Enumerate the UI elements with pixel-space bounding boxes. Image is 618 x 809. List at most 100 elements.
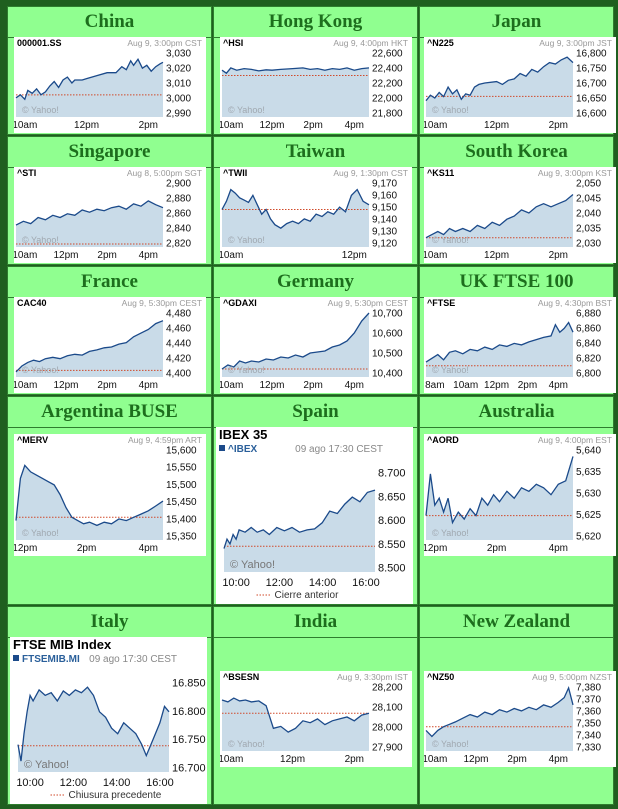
y-tick-label: 8.650	[378, 491, 406, 503]
x-tick-label: 2pm	[345, 754, 364, 765]
chart-card[interactable]: ^FTSE Aug 9, 4:30pm BST 6,880 6,860 6,840 6,8…	[424, 297, 616, 393]
panel-title[interactable]: Taiwan	[214, 137, 417, 168]
chart-card[interactable]: ^AORD Aug 9, 4:00pm EST 5,640 5,635 5,630 5,6…	[424, 434, 616, 556]
chart-card[interactable]: ^N225 Aug 9, 3:00pm JST 16,800 16,750 16,700…	[424, 37, 616, 133]
panel-title[interactable]: Singapore	[8, 137, 211, 168]
chart-card[interactable]: FTSE MIB Index FTSEMIB.MI 09 ago 17:30 CES…	[10, 637, 207, 804]
price-line	[221, 697, 370, 733]
timestamp: 09 ago 17:30 CEST	[89, 654, 177, 665]
y-tick-label: 16,750	[576, 64, 607, 75]
ticker-symbol: ^AORD	[427, 435, 459, 445]
x-tick-label: 10am	[220, 120, 243, 131]
yahoo-watermark: © Yahoo!	[432, 739, 469, 749]
timestamp: Aug 9, 3:30pm IST	[337, 672, 408, 682]
y-tick-label: 3,030	[166, 49, 191, 60]
x-tick-label: 4pm	[549, 380, 568, 391]
chart-card[interactable]: ^NZ50 Aug 9, 5:00pm NZST 7,380 7,370 7,360 7,…	[424, 671, 616, 767]
timestamp: Aug 9, 4:00pm EST	[538, 435, 612, 445]
chart-card[interactable]: ^TWII Aug 9, 1:30pm CST 9,170 9,160 9,150 9,1…	[220, 167, 412, 263]
panel-title[interactable]: France	[8, 267, 211, 298]
panel-title[interactable]: Italy	[8, 607, 211, 638]
y-tick-label: 15,400	[166, 514, 197, 525]
timestamp: Aug 9, 3:00pm KST	[538, 168, 612, 178]
panel-japan: Japan ^N225 Aug 9, 3:00pm JST 16,800 16,750 1…	[419, 6, 616, 135]
x-tick-label: 2pm	[549, 120, 568, 131]
legend-label: Chiusura precedente	[69, 790, 162, 801]
x-tick-label: 10am	[453, 380, 478, 391]
yahoo-watermark: © Yahoo!	[432, 365, 469, 375]
panel-title[interactable]: South Korea	[420, 137, 613, 168]
price-line	[425, 456, 574, 525]
x-tick-label: 10:00	[222, 577, 250, 589]
chart-card[interactable]: ^STI Aug 8, 5:00pm SGT 2,900 2,880 2,860 2,84…	[14, 167, 206, 263]
panel-title[interactable]: Spain	[214, 397, 417, 428]
y-tick-label: 16,600	[576, 109, 607, 120]
y-tick-label: 16.750	[172, 734, 206, 746]
price-area	[222, 189, 369, 247]
y-tick-label: 16.800	[172, 706, 206, 718]
chart-card[interactable]: 000001.SS Aug 9, 3:00pm CST 3,030 3,020 3,01…	[14, 37, 206, 133]
chart-card[interactable]: ^HSI Aug 9, 4:00pm HKT 22,600 22,400 22,200 2…	[220, 37, 412, 133]
panel-title[interactable]: Australia	[420, 397, 613, 428]
price-line	[425, 194, 574, 239]
panel-title[interactable]: UK FTSE 100	[420, 267, 613, 298]
chart-card[interactable]: ^KS11 Aug 9, 3:00pm KST 2,050 2,045 2,040 2,0…	[424, 167, 616, 263]
chart-card[interactable]: CAC40 Aug 9, 5:30pm CEST 4,480 4,460 4,440 4,…	[14, 297, 206, 393]
yahoo-watermark: © Yahoo!	[22, 528, 59, 538]
y-tick-label: 2,035	[576, 224, 601, 235]
y-tick-label: 7,380	[576, 683, 601, 694]
x-tick-label: 4pm	[345, 380, 364, 391]
x-tick-label: 12pm	[259, 120, 284, 131]
timestamp: Aug 9, 4:30pm BST	[538, 298, 612, 308]
x-tick-label: 8am	[425, 380, 444, 391]
x-tick-label: 4pm	[139, 543, 158, 554]
chart-card[interactable]: ^MERV Aug 9, 4:59pm ART 15,600 15,550 15,500…	[14, 434, 206, 556]
timestamp: Aug 9, 5:30pm CEST	[328, 298, 408, 308]
ticker-symbol: ^TWII	[223, 168, 247, 178]
symbol-link[interactable]: FTSEMIB.MI	[22, 654, 80, 665]
chart-card[interactable]: ^BSESN Aug 9, 3:30pm IST 28,200 28,100 28,00…	[220, 671, 412, 767]
chart-card[interactable]: ^GDAXI Aug 9, 5:30pm CEST 10,700 10,600 10,5…	[220, 297, 412, 393]
timestamp: Aug 9, 5:00pm NZST	[532, 672, 612, 682]
panel-title[interactable]: Japan	[420, 7, 613, 38]
x-tick-label: 2pm	[507, 754, 526, 765]
index-chart: FTSE MIB Index FTSEMIB.MI 09 ago 17:30 CES…	[13, 637, 206, 801]
panel-title[interactable]: Germany	[214, 267, 417, 298]
yahoo-watermark: © Yahoo!	[24, 759, 69, 771]
y-tick-label: 15,500	[166, 480, 197, 491]
price-area	[222, 67, 369, 117]
legend-label: Cierre anterior	[275, 590, 340, 601]
x-tick-label: 10am	[14, 380, 37, 391]
price-line	[15, 320, 164, 373]
symbol-link[interactable]: ^IBEX	[228, 444, 258, 455]
x-tick-label: 12pm	[53, 380, 78, 391]
timestamp: Aug 9, 5:30pm CEST	[122, 298, 202, 308]
panel-title[interactable]: Hong Kong	[214, 7, 417, 38]
timestamp: Aug 9, 3:00pm CST	[127, 38, 202, 48]
price-area	[16, 465, 163, 540]
y-tick-label: 9,120	[372, 239, 397, 250]
y-tick-label: 6,840	[576, 339, 601, 350]
index-chart: IBEX 35 ^IBEX 09 ago 17:30 CEST 8.700 8.650 8…	[219, 427, 406, 601]
ticker-symbol: ^STI	[17, 168, 36, 178]
x-tick-label: 12pm	[484, 250, 509, 261]
ticker-symbol: ^KS11	[427, 168, 454, 178]
y-tick-label: 3,010	[166, 79, 191, 90]
y-tick-label: 28,200	[372, 683, 403, 694]
y-tick-label: 15,600	[166, 446, 197, 457]
x-tick-label: 16:00	[352, 577, 380, 589]
panel-title[interactable]: India	[214, 607, 417, 638]
y-tick-label: 22,400	[372, 64, 403, 75]
y-tick-label: 16.700	[172, 763, 206, 775]
panel-title[interactable]: Argentina BUSE	[8, 397, 211, 428]
panel-title[interactable]: China	[8, 7, 211, 38]
panel-title[interactable]: New Zealand	[420, 607, 613, 638]
chart-card[interactable]: IBEX 35 ^IBEX 09 ago 17:30 CEST 8.700 8.650 8…	[216, 427, 413, 604]
x-tick-label: 10am	[220, 754, 243, 765]
x-tick-label: 12pm	[342, 250, 367, 261]
y-tick-label: 2,860	[166, 209, 191, 220]
